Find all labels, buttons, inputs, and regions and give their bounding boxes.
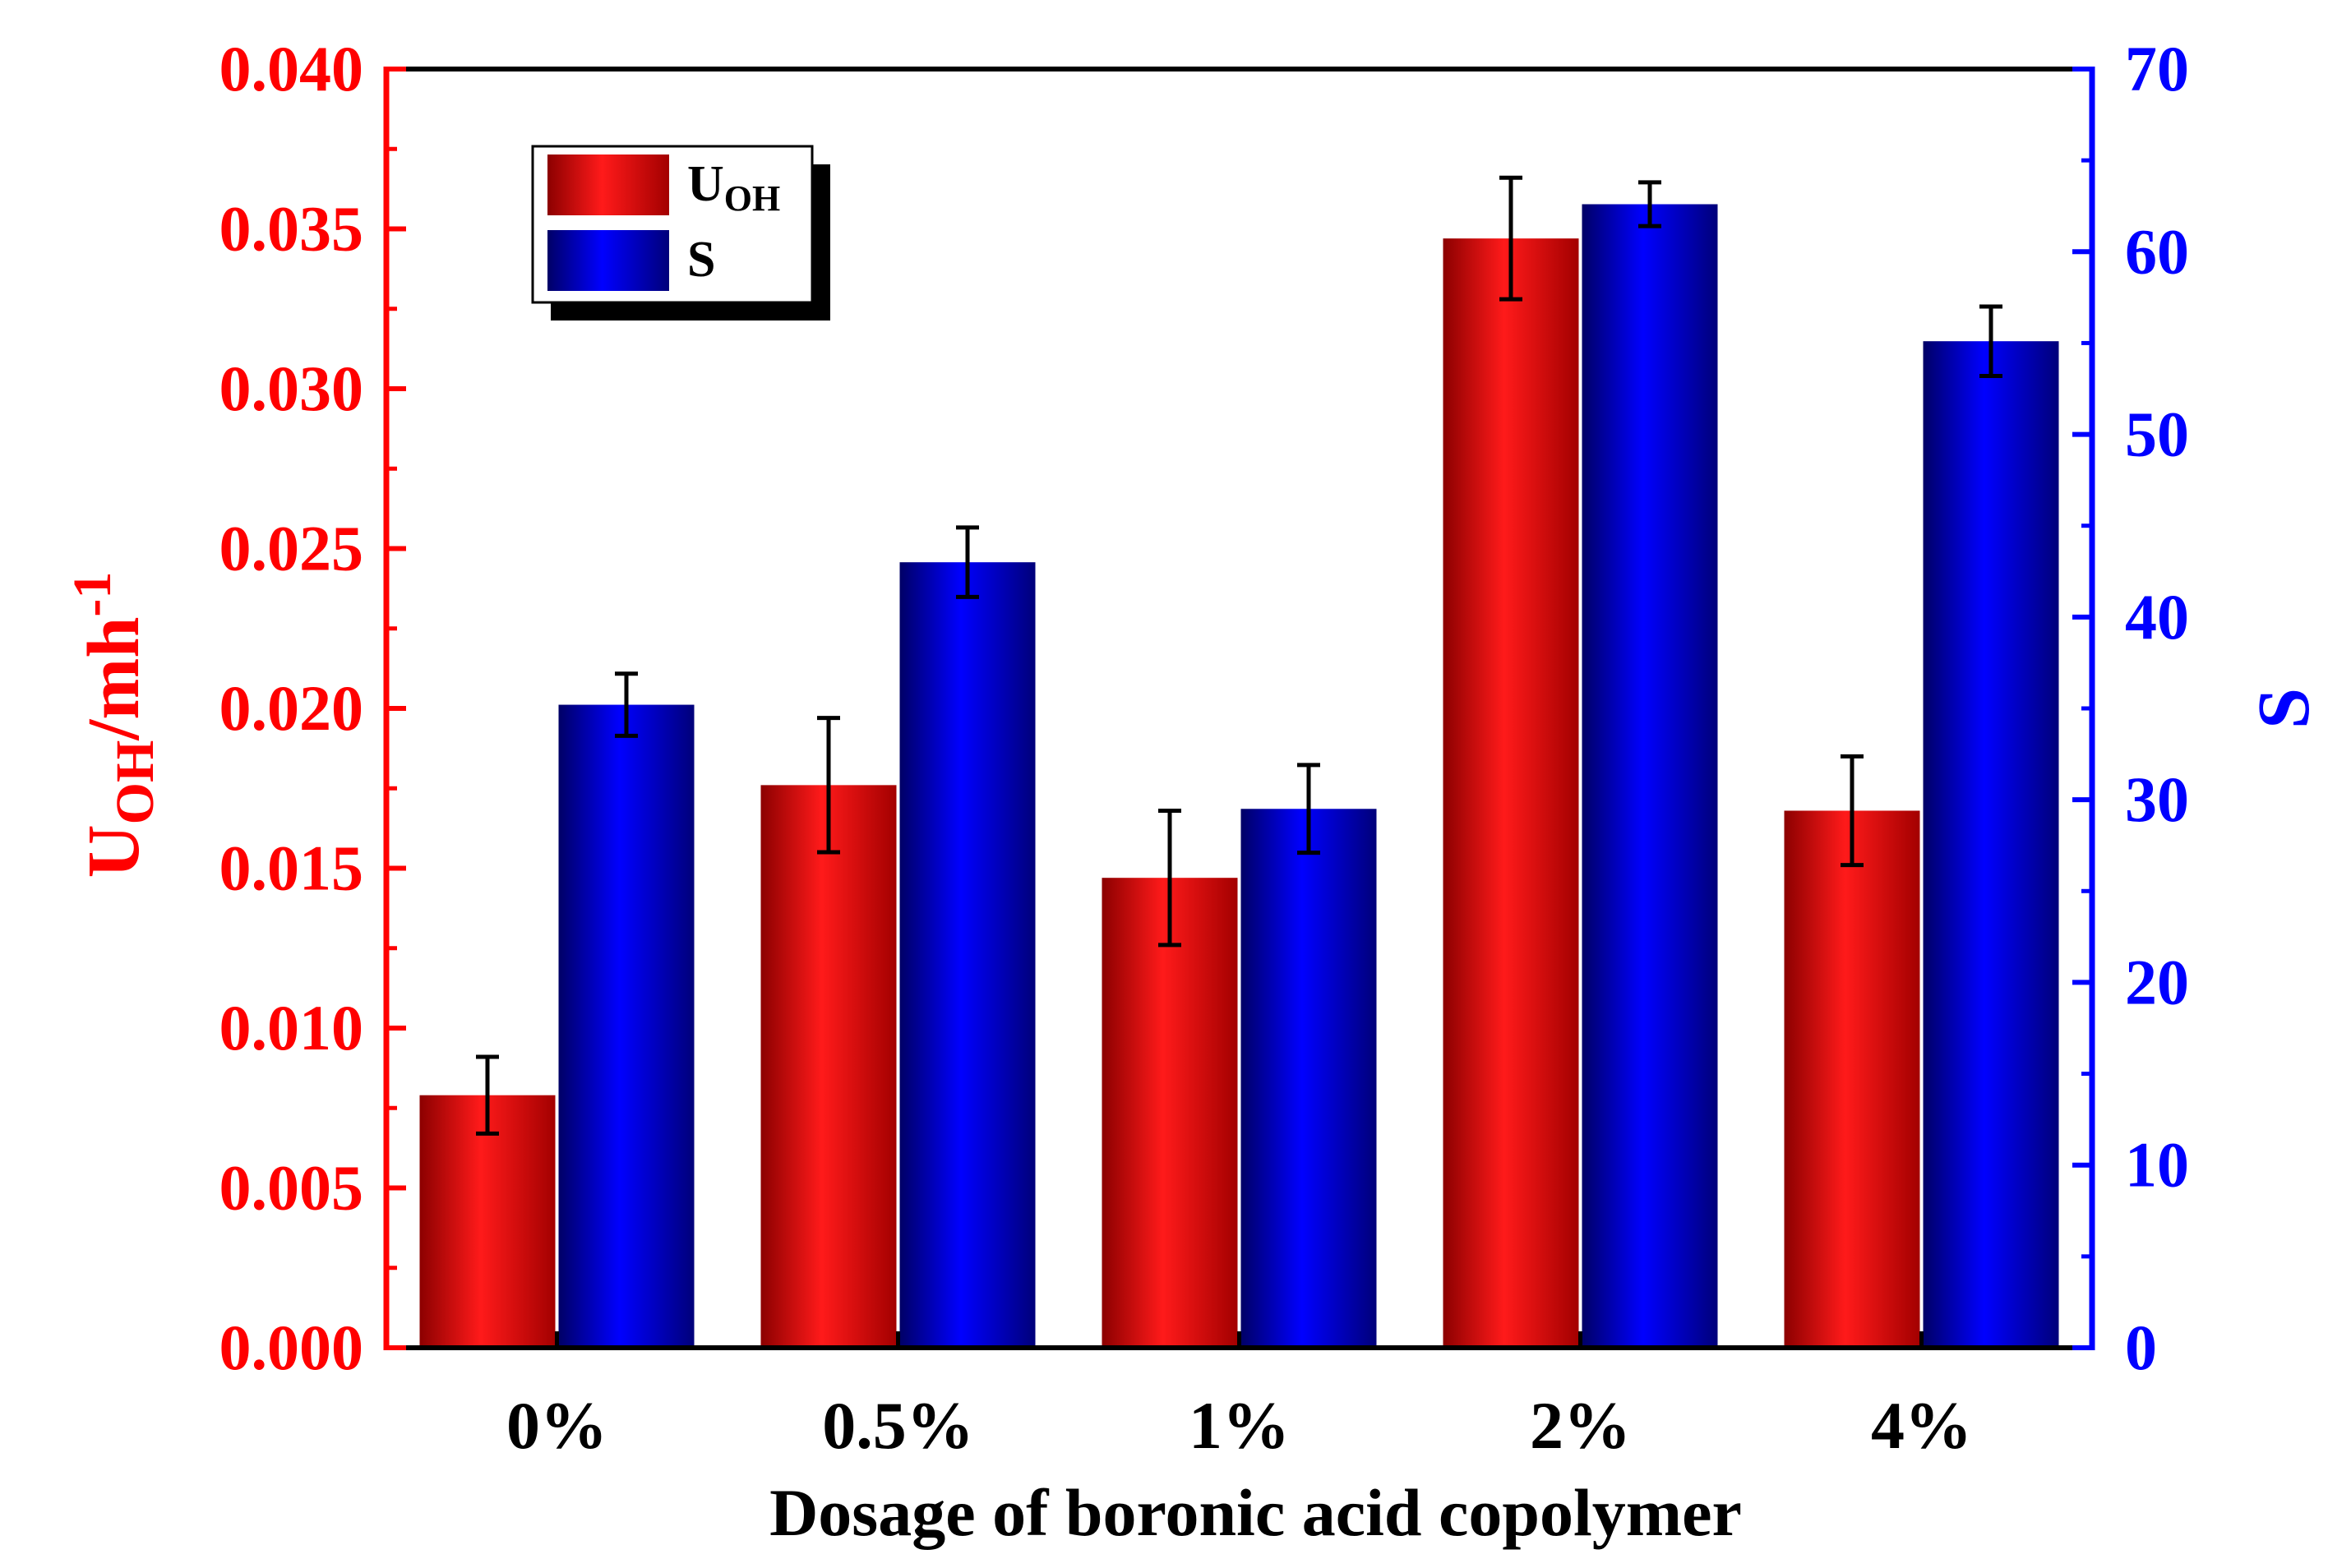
error-bar-uoh-1 — [817, 716, 840, 855]
bar-uoh-2 — [1102, 878, 1238, 1348]
error-bar-s-0 — [615, 671, 638, 738]
error-bar-s-3 — [1638, 180, 1661, 228]
error-bar-uoh-2 — [1158, 808, 1181, 948]
x-axis-category-label: 1% — [1189, 1388, 1290, 1463]
right-axis-tick-label: 30 — [2125, 763, 2189, 835]
x-axis-category-label: 0% — [506, 1388, 607, 1463]
error-bar-uoh-0 — [476, 1054, 499, 1136]
bar-s-1 — [899, 562, 1036, 1348]
left-axis-title-part-1: OH — [105, 740, 165, 825]
error-bar-s-2 — [1297, 763, 1320, 855]
x-axis-category-label: 0.5% — [822, 1388, 974, 1463]
left-axis-tick-label: 0.005 — [219, 1152, 364, 1224]
error-bar-uoh-4 — [1841, 754, 1864, 868]
left-axis-tick-label: 0.020 — [219, 672, 364, 744]
bar-uoh-3 — [1443, 238, 1579, 1348]
legend-label-s: S — [687, 232, 715, 288]
left-axis-title-part-3: -1 — [62, 572, 122, 617]
left-axis-tick-label: 0.025 — [219, 513, 364, 584]
left-axis-tick-label: 0.015 — [219, 832, 364, 904]
left-axis-tick-label: 0.010 — [219, 992, 364, 1063]
bar-s-4 — [1923, 341, 2059, 1349]
left-axis-title-part-2: /mh — [73, 617, 155, 741]
right-axis-title: S — [2243, 688, 2325, 729]
right-axis-tick-label: 10 — [2125, 1129, 2189, 1201]
right-axis-tick-label: 60 — [2125, 215, 2189, 287]
right-axis-tick-label: 70 — [2125, 33, 2189, 104]
legend-label-uoh: UOH — [687, 156, 780, 219]
error-bar-uoh-3 — [1499, 175, 1522, 302]
right-axis-tick-label: 40 — [2125, 581, 2189, 653]
bar-uoh-4 — [1784, 810, 1920, 1348]
left-axis-tick-label: 0.040 — [219, 33, 364, 104]
x-axis-category-label: 2% — [1530, 1388, 1631, 1463]
legend-label-main: U — [687, 156, 724, 212]
legend-swatch-uoh — [547, 154, 669, 215]
left-axis-title: UOH/mh-1 — [62, 572, 165, 879]
left-axis-tick-label: 0.035 — [219, 193, 364, 265]
x-axis-category-label: 4% — [1871, 1388, 1972, 1463]
right-axis-tick-label: 20 — [2125, 946, 2189, 1017]
left-axis-title-part-0: U — [73, 824, 155, 878]
bar-uoh-1 — [760, 785, 897, 1348]
right-axis-tick-label: 0 — [2125, 1312, 2157, 1383]
bar-s-3 — [1582, 204, 1718, 1348]
error-bar-s-1 — [956, 525, 979, 599]
error-bar-s-4 — [1979, 304, 2002, 378]
legend-swatch-s — [547, 230, 669, 291]
left-axis-tick-label: 0.000 — [219, 1312, 364, 1383]
legend-label-sub: OH — [724, 178, 780, 219]
bar-uoh-0 — [419, 1095, 556, 1348]
legend-label-main: S — [687, 232, 715, 288]
bar-s-2 — [1240, 809, 1377, 1348]
right-axis-tick-label: 50 — [2125, 399, 2189, 470]
left-axis-tick-label: 0.030 — [219, 353, 364, 424]
x-axis-title: Dosage of boronic acid copolymer — [769, 1475, 1742, 1550]
bar-s-0 — [558, 704, 695, 1348]
